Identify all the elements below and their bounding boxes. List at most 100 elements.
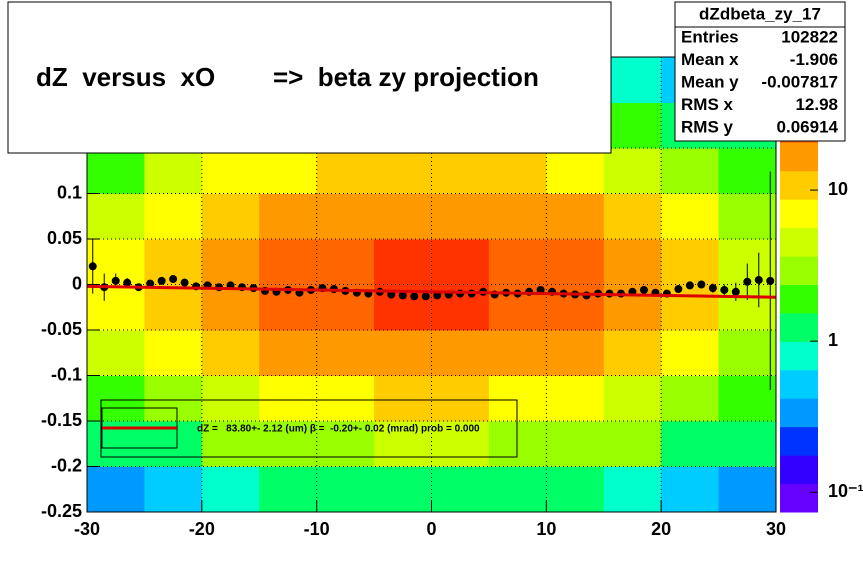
heat-cell	[603, 239, 662, 285]
heat-cell	[201, 330, 260, 376]
heat-cell	[144, 148, 203, 194]
profile-point	[433, 291, 442, 300]
heat-cell	[201, 193, 260, 240]
heat-cell	[546, 330, 605, 376]
title-box	[7, 1, 612, 154]
heat-cell	[661, 330, 720, 376]
heat-cell	[661, 284, 720, 331]
profile-point	[111, 276, 120, 285]
profile-point	[123, 278, 132, 287]
plot-area: 10⁻¹ 1 10 dZ = 83.80+- 2.12 (um) β = -0.20+…	[41, 56, 863, 539]
y-tick-label: -0.2	[51, 455, 82, 475]
heat-cell	[316, 466, 375, 513]
heat-cell	[259, 239, 318, 285]
heat-cell	[374, 239, 432, 285]
palette-band	[780, 369, 818, 399]
stats-value: 0.06914	[777, 117, 839, 136]
stats-label: RMS x	[681, 95, 734, 114]
heat-cell	[431, 375, 490, 422]
heat-cell	[316, 148, 375, 194]
heat-cell	[87, 330, 145, 376]
heat-cell	[431, 466, 490, 513]
profile-point	[410, 292, 419, 301]
heat-cell	[488, 375, 547, 422]
heat-cell	[316, 193, 375, 240]
x-tick-label: 20	[651, 519, 671, 539]
heat-cell	[603, 148, 662, 194]
stats-label: RMS y	[681, 117, 734, 136]
heat-cell	[374, 330, 432, 376]
profile-point	[536, 285, 545, 294]
y-tick-label: -0.1	[51, 364, 82, 384]
palette-band	[780, 341, 818, 371]
profile-point	[398, 291, 407, 300]
stats-label: Entries	[681, 27, 739, 46]
heat-cell	[488, 239, 547, 285]
stats-value: 12.98	[795, 95, 838, 114]
profile-point	[674, 285, 683, 294]
profile-point	[708, 284, 717, 293]
y-tick-label: 0.1	[57, 182, 82, 202]
heat-cell	[201, 375, 260, 422]
y-tick-label: 0.05	[47, 228, 82, 248]
profile-point	[685, 281, 694, 290]
heat-cell	[546, 239, 605, 285]
fit-legend-box	[100, 399, 518, 458]
heat-cell	[661, 466, 720, 513]
stats-value: -0.007817	[761, 72, 838, 91]
y-tick-label: 0	[72, 273, 82, 293]
palette-band	[780, 199, 818, 229]
stats-value: -1.906	[790, 50, 838, 69]
palette-band	[780, 426, 818, 456]
heat-cell	[488, 466, 547, 513]
x-tick-label: 0	[426, 519, 436, 539]
palette-band	[780, 170, 818, 200]
heat-cell	[259, 330, 318, 376]
z-tick-label: 1	[828, 330, 838, 350]
palette-band	[780, 142, 818, 172]
profile-point	[421, 292, 430, 301]
heat-cell	[201, 239, 260, 285]
palette-band	[780, 312, 818, 342]
heat-cell	[87, 148, 145, 194]
heat-cell	[316, 421, 375, 467]
profile-point	[146, 279, 155, 288]
profile-point	[766, 276, 775, 285]
profile-point	[720, 285, 729, 294]
heat-cell	[374, 466, 432, 513]
heat-cell	[431, 421, 490, 467]
heat-cell	[431, 239, 490, 285]
heat-cell	[144, 193, 203, 240]
heat-cell	[87, 193, 145, 240]
heat-cell	[661, 421, 720, 467]
heat-cell	[374, 375, 432, 422]
heat-cell	[718, 148, 777, 194]
heat-cell	[661, 375, 720, 422]
palette-band	[780, 483, 818, 513]
heat-cell	[718, 193, 777, 240]
heat-cell	[431, 330, 490, 376]
heat-cell	[201, 284, 260, 331]
x-tick-label: -10	[304, 519, 330, 539]
heat-cell	[144, 466, 203, 513]
heat-cell	[603, 193, 662, 240]
profile-point	[731, 287, 740, 296]
heat-cell	[259, 193, 318, 240]
palette-band	[780, 256, 818, 285]
heat-cell	[144, 330, 203, 376]
profile-point	[180, 278, 189, 287]
y-tick-label: -0.05	[41, 319, 82, 339]
heat-cell	[374, 148, 432, 194]
stats-box	[674, 1, 846, 142]
stats-label: Mean x	[681, 50, 739, 69]
profile-point	[639, 285, 648, 294]
profile-point	[157, 276, 166, 285]
heat-cell	[718, 330, 777, 376]
profile-point	[743, 277, 752, 286]
palette-band	[780, 455, 818, 485]
heat-cell	[87, 284, 145, 331]
heat-cell	[661, 148, 720, 194]
heat-cell	[718, 421, 777, 467]
heat-cell	[259, 375, 318, 422]
